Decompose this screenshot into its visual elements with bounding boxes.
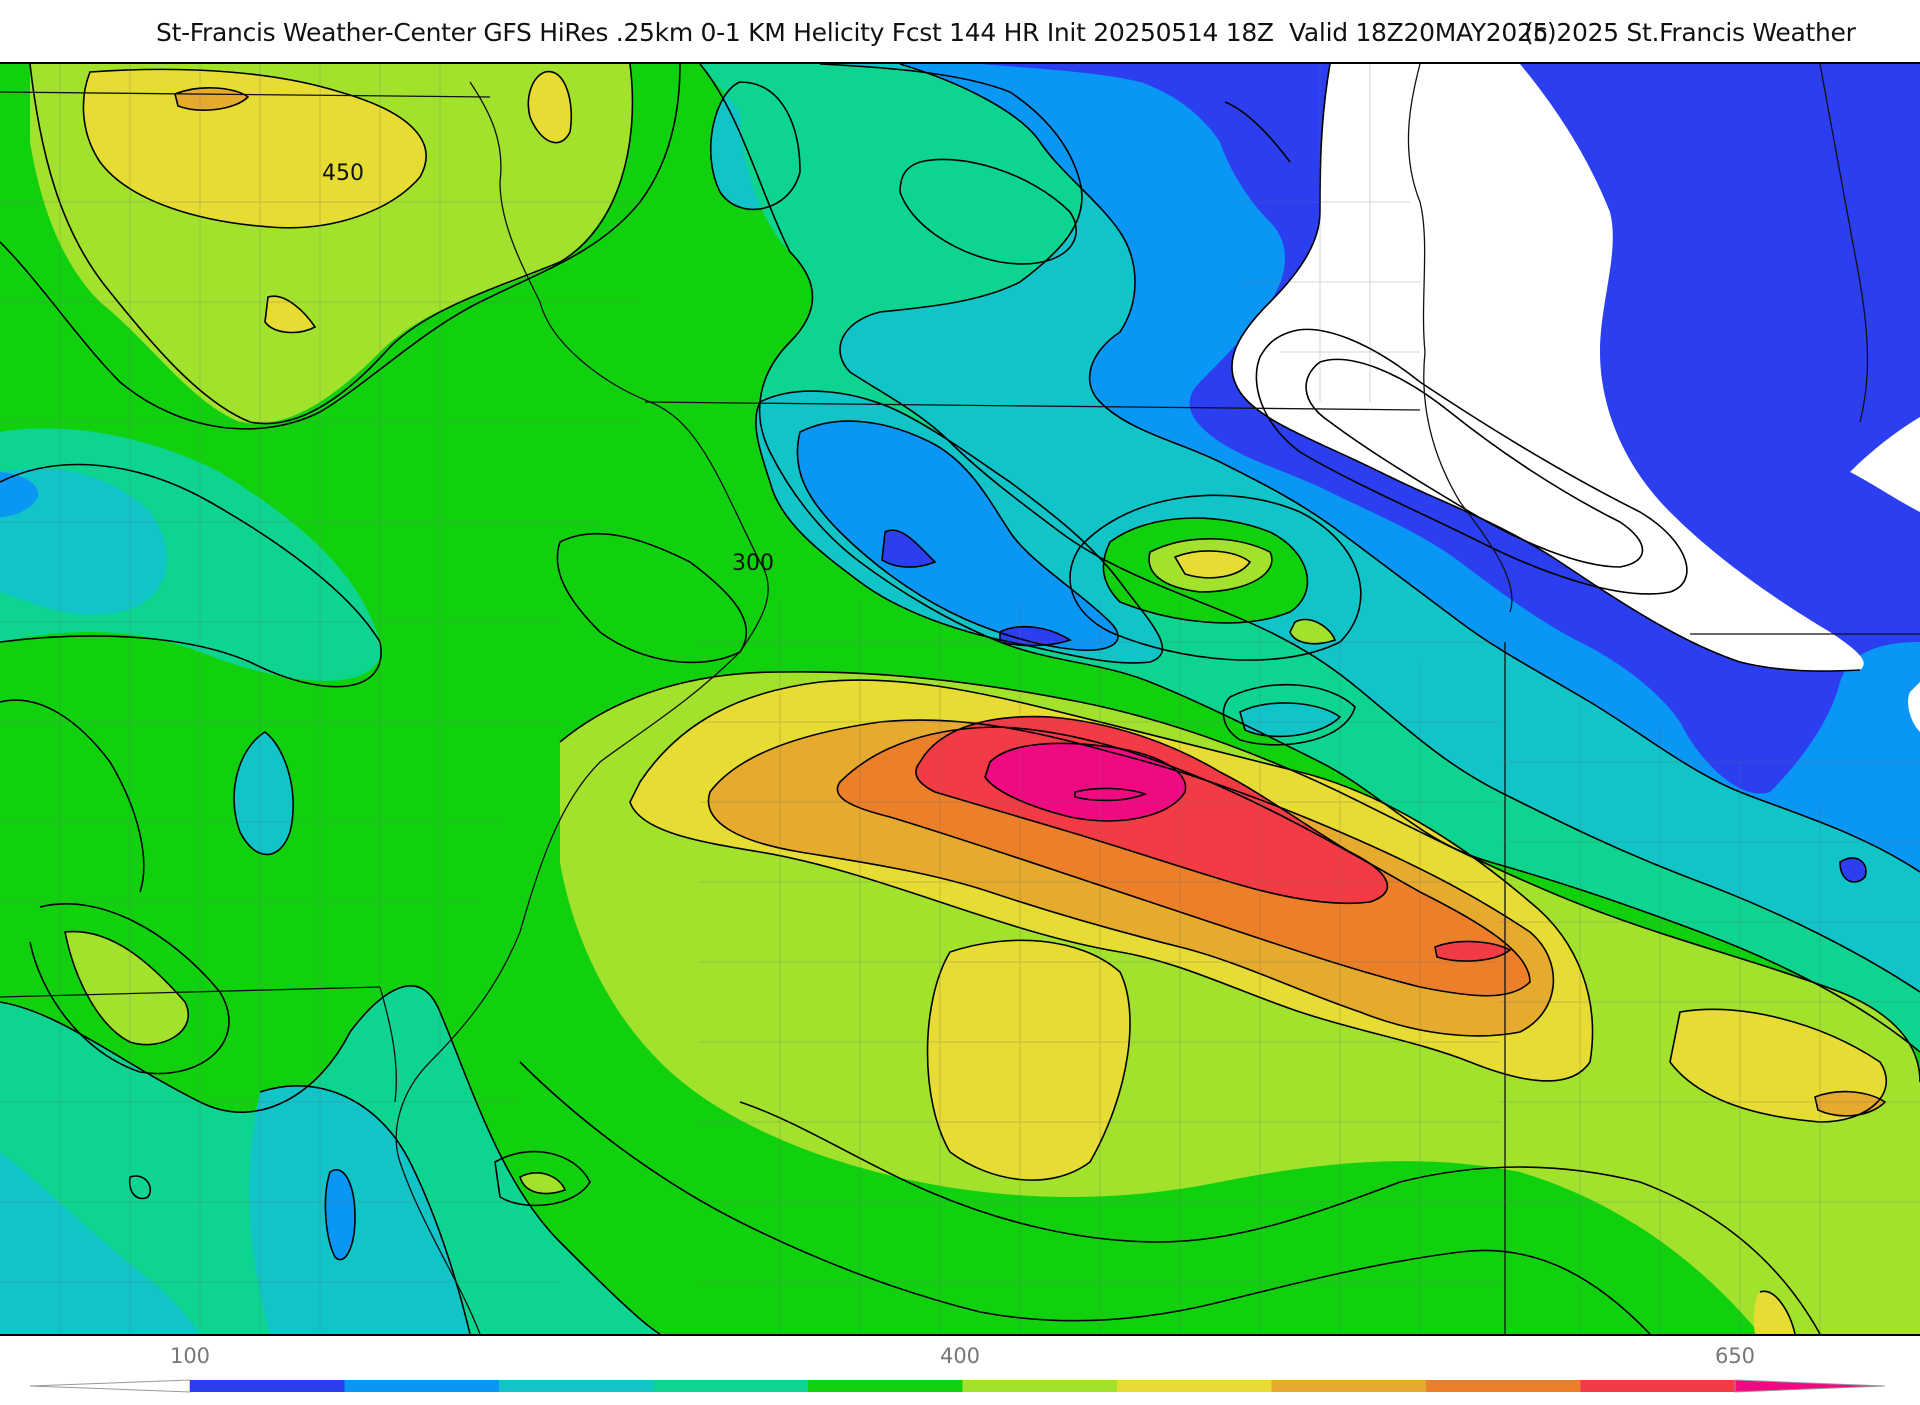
blue-blob-south [325, 1169, 355, 1260]
colorbar-segment [1271, 1380, 1427, 1392]
colorbar [0, 1336, 1920, 1400]
white-patch-east [1850, 417, 1920, 512]
colorbar-tick-label: 400 [939, 1344, 981, 1368]
cyan-region-southwest [0, 1152, 200, 1334]
map-title: St-Francis Weather-Center GFS HiRes .25k… [156, 18, 1549, 47]
state-borders [0, 64, 1920, 1334]
deepblue-spot-central [882, 530, 935, 568]
colorbar-segment [344, 1380, 500, 1392]
yellow-blob-central-east [1175, 550, 1250, 578]
colorbar-segment [808, 1380, 963, 1392]
colorbar-segment [1117, 1380, 1272, 1392]
colorbar-segment [1580, 1380, 1736, 1392]
colorbar-segment [190, 1380, 345, 1392]
helicity-map[interactable]: 450 300 [0, 62, 1920, 1336]
yellowgreen-blob-far-west [65, 931, 189, 1045]
contour-label-300: 300 [732, 551, 774, 576]
cyan-blob-west-center [234, 732, 294, 855]
yellowgreen-spot-east [1290, 619, 1335, 644]
white-patch-east-lower [1908, 682, 1920, 732]
yellow-spot-south-east [1753, 1291, 1795, 1334]
colorbar-segments [190, 1380, 1736, 1392]
contour-lines [0, 64, 1920, 1334]
blue-region-central [797, 421, 1119, 651]
cyan-region-west [0, 468, 167, 615]
title-bar: St-Francis Weather-Center GFS HiRes .25k… [0, 0, 1920, 62]
blue-spot-west [0, 472, 39, 517]
county-lines [0, 64, 1920, 1334]
cyan-blob-south [249, 1085, 470, 1334]
colorbar-segment [962, 1380, 1118, 1392]
copyright-text: (c)2025 St.Francis Weather [1524, 18, 1856, 47]
colorbar-segment [499, 1380, 654, 1392]
white-region-northeast [1231, 64, 1864, 672]
colorbar-segment [653, 1380, 809, 1392]
yellow-spot-north [528, 71, 572, 143]
colorbar-tick-label: 650 [1714, 1344, 1756, 1368]
deepblue-spot-central-lower [1000, 626, 1070, 646]
colorbar-low-arrow [29, 1379, 191, 1393]
cyan-spot-east [1240, 702, 1340, 737]
colorbar-high-arrow [1734, 1379, 1886, 1393]
yellow-spot-northwest-small [265, 296, 315, 333]
magenta-region-main-band [985, 743, 1186, 821]
colorbar-tick-label: 100 [169, 1344, 211, 1368]
yellow-region-northwest [83, 69, 427, 228]
red-spot-southeast [1435, 941, 1510, 962]
deepblue-patch-north [1225, 102, 1290, 165]
yellow-blob-south-central [927, 940, 1130, 1181]
colorbar-segment [1426, 1380, 1581, 1392]
deepblue-spot-east [1840, 857, 1866, 882]
contour-label-450: 450 [322, 161, 364, 186]
